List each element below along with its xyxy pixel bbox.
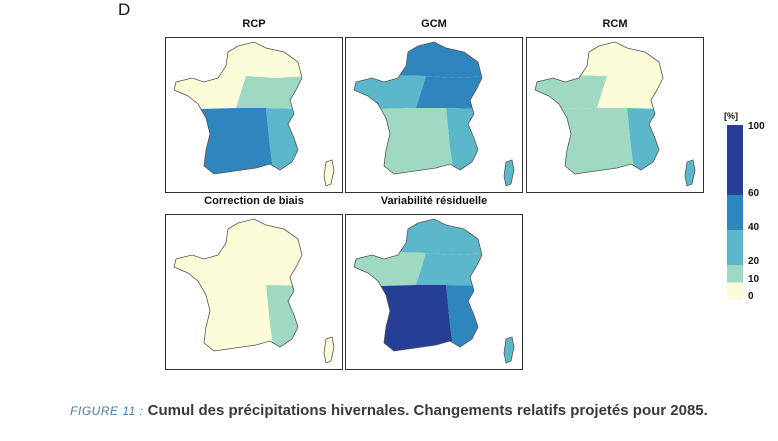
legend-colorbar bbox=[727, 125, 743, 300]
map-panel-rcp: RCP bbox=[165, 18, 343, 215]
map-region bbox=[416, 251, 514, 287]
legend-tick: 0 bbox=[748, 291, 754, 302]
map-region bbox=[486, 325, 514, 363]
legend-unit: [%] bbox=[724, 111, 738, 121]
map-region bbox=[174, 108, 276, 186]
corsica-outline bbox=[684, 159, 696, 187]
map-frame bbox=[345, 37, 523, 193]
color-legend: [%] 100 60 40 20 10 0 bbox=[722, 107, 778, 307]
france-outline bbox=[173, 218, 303, 352]
map-frame bbox=[165, 214, 343, 370]
legend-band bbox=[727, 125, 743, 195]
map-region bbox=[306, 148, 334, 186]
map-region bbox=[174, 42, 334, 78]
map-region bbox=[667, 148, 695, 186]
map-title: Variabilité résiduelle bbox=[380, 195, 488, 207]
map-title: RCM bbox=[602, 18, 628, 30]
map-frame bbox=[526, 37, 704, 193]
map-title: RCP bbox=[242, 18, 266, 30]
corsica-outline bbox=[323, 159, 335, 187]
figure-label: FIGURE 11 : bbox=[70, 404, 144, 418]
panel-letter: D bbox=[118, 0, 131, 19]
legend-tick: 20 bbox=[748, 256, 760, 267]
map-region bbox=[236, 251, 334, 287]
map-panel-bias-correction: Correction de biais bbox=[165, 195, 343, 392]
map-region bbox=[535, 108, 637, 186]
map-region bbox=[174, 285, 276, 363]
legend-band bbox=[727, 230, 743, 265]
france-outline bbox=[353, 218, 483, 352]
france-outline bbox=[173, 41, 303, 175]
map-title: GCM bbox=[421, 18, 447, 30]
corsica-outline bbox=[503, 159, 515, 187]
map-frame bbox=[345, 214, 523, 370]
map-panel-residual-variability: Variabilité résiduelle bbox=[345, 195, 523, 392]
map-region bbox=[354, 285, 456, 363]
map-panel-rcm: RCM bbox=[526, 18, 704, 215]
map-panel-gcm: GCM bbox=[345, 18, 523, 215]
caption-text: Cumul des précipitations hivernales. Cha… bbox=[147, 402, 708, 419]
legend-tick: 100 bbox=[748, 121, 765, 132]
legend-tick: 60 bbox=[748, 188, 760, 199]
legend-band bbox=[727, 195, 743, 230]
map-region bbox=[236, 74, 334, 110]
legend-band bbox=[727, 282, 743, 300]
map-frame bbox=[165, 37, 343, 193]
legend-band bbox=[727, 265, 743, 283]
map-region bbox=[535, 42, 695, 78]
map-region bbox=[306, 325, 334, 363]
map-title: Correction de biais bbox=[204, 195, 304, 207]
france-outline bbox=[353, 41, 483, 175]
map-region bbox=[174, 219, 334, 255]
legend-tick: 40 bbox=[748, 222, 760, 233]
figure-caption: FIGURE 11 : Cumul des précipitations hiv… bbox=[0, 402, 778, 419]
map-region bbox=[354, 42, 514, 78]
map-region bbox=[354, 108, 456, 186]
corsica-outline bbox=[323, 336, 335, 364]
corsica-outline bbox=[503, 336, 515, 364]
legend-tick: 10 bbox=[748, 274, 760, 285]
map-region bbox=[354, 219, 514, 255]
france-outline bbox=[534, 41, 664, 175]
map-region bbox=[486, 148, 514, 186]
map-region bbox=[416, 74, 514, 110]
map-region bbox=[597, 74, 695, 110]
